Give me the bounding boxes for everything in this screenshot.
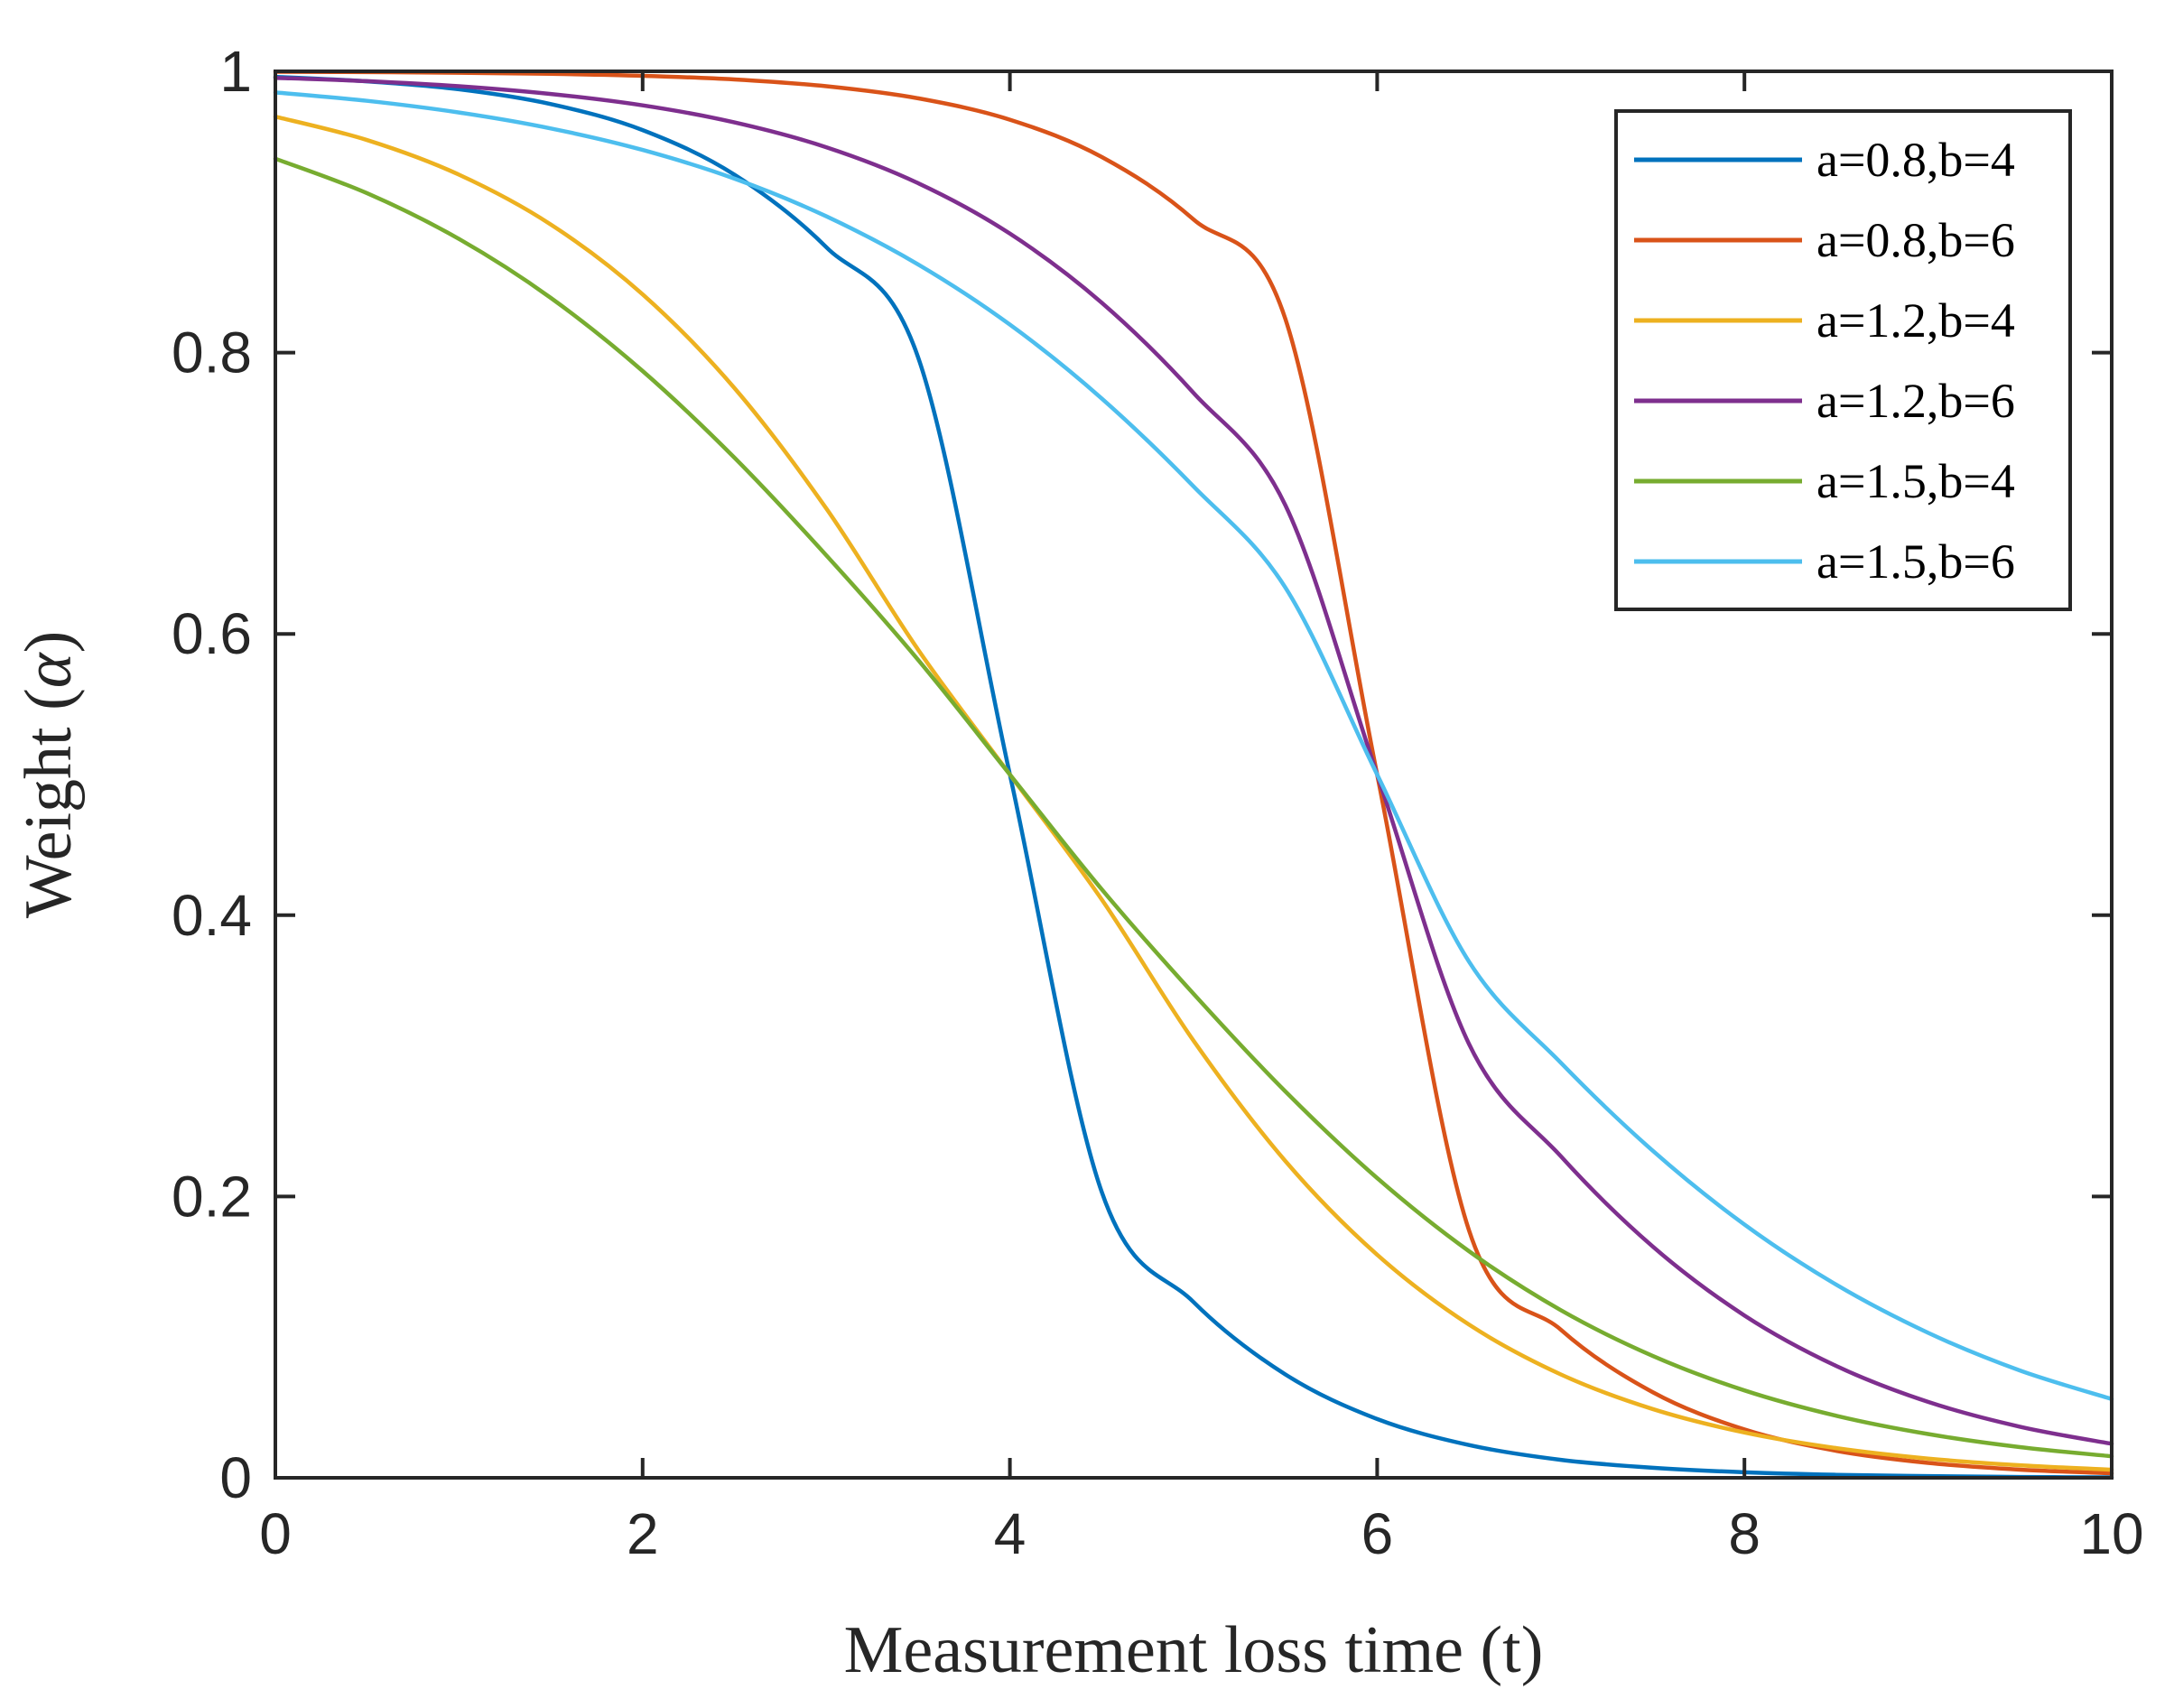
series-line-1 — [273, 74, 2114, 1480]
y-tick-label: 0.2 — [172, 1164, 252, 1229]
x-tick-label: 6 — [1361, 1501, 1394, 1566]
axis-ticks: 0 2 4 6 8 10 0 0.2 0.4 0.6 0.8 1 — [172, 39, 2144, 1566]
legend-label-1: a=0.8,b=4 — [1816, 133, 2015, 187]
y-axis-title-symbol: α — [12, 651, 86, 688]
legend-label-2: a=0.8,b=6 — [1816, 213, 2015, 267]
series-line-5 — [273, 156, 2114, 1459]
y-tick-label: 1 — [219, 39, 252, 104]
y-tick-label: 0 — [219, 1445, 252, 1510]
series-line-3 — [273, 114, 2114, 1472]
legend-label-5: a=1.5,b=4 — [1816, 454, 2015, 508]
y-axis-title-text: Weight ( — [12, 688, 86, 918]
x-tick-label: 0 — [259, 1501, 292, 1566]
legend-label-3: a=1.2,b=4 — [1816, 293, 2015, 348]
legend: a=0.8,b=4 a=0.8,b=6 a=1.2,b=4 a=1.2,b=6 a=1.… — [1614, 109, 2072, 611]
y-tick-label: 0.8 — [172, 320, 252, 385]
y-axis-title-close: ) — [12, 631, 86, 654]
series-line-6 — [273, 90, 2114, 1402]
legend-items: a=0.8,b=4 a=0.8,b=6 a=1.2,b=4 a=1.2,b=6 a=1.… — [1634, 133, 2015, 589]
legend-label-4: a=1.2,b=6 — [1816, 374, 2015, 428]
x-tick-label: 8 — [1728, 1501, 1761, 1566]
legend-box — [1614, 109, 2072, 611]
series-line-4 — [273, 75, 2114, 1446]
y-axis-title: Weight (α) — [12, 631, 86, 919]
series-layer — [273, 70, 2114, 1480]
x-tick-label: 4 — [994, 1501, 1027, 1566]
y-tick-label: 0.6 — [172, 601, 252, 666]
x-tick-label: 2 — [627, 1501, 659, 1566]
x-tick-label: 10 — [2079, 1501, 2143, 1566]
x-axis-title: Measurement loss time (t) — [844, 1613, 1544, 1687]
legend-label-6: a=1.5,b=6 — [1816, 534, 2015, 589]
plot-area-frame — [274, 70, 2114, 1480]
y-tick-label: 0.4 — [172, 883, 252, 948]
